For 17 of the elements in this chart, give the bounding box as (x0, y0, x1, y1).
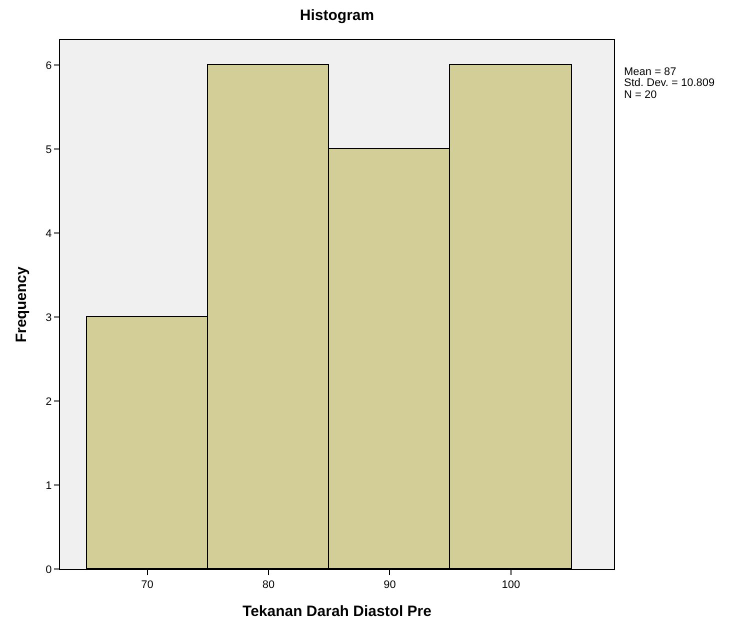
y-tick-label: 0 (46, 564, 52, 576)
text: Std. Dev. = 10.809 (624, 77, 715, 89)
y-tick-label: 4 (46, 228, 52, 240)
chart-title: Histogram (300, 6, 374, 24)
y-tick-label: 5 (46, 144, 52, 156)
y-tick-label: 3 (46, 312, 52, 324)
x-tick-label: 100 (502, 579, 520, 592)
y-tick-label: 1 (46, 480, 52, 492)
x-axis-title: Tekanan Darah Diastol Pre (242, 603, 432, 620)
text: N = 20 (624, 89, 657, 101)
y-axis-title: Frequency (12, 266, 30, 342)
x-tick-label: 90 (384, 579, 396, 592)
x-tick-label: 70 (141, 579, 154, 592)
text: Mean = 87 (624, 66, 676, 78)
y-tick-label: 6 (46, 60, 52, 72)
x-tick-label: 80 (262, 579, 275, 592)
y-tick-label: 2 (46, 396, 52, 408)
